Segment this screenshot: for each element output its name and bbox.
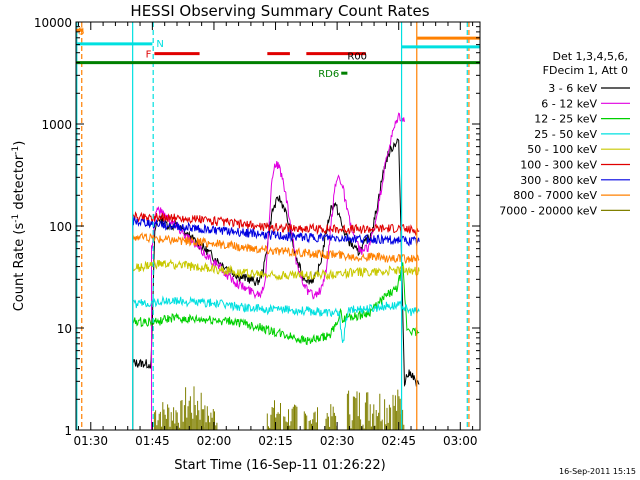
y-tick-label: 1000 [41, 118, 72, 132]
y-tick-label: 10 [57, 322, 72, 336]
flag-label-rd6: RD6 [318, 69, 339, 80]
legend-header: Det 1,3,4,5,6, [552, 50, 628, 63]
legend-label: 50 - 100 keV [527, 143, 597, 156]
plot-flags: S NF RD6 R00 [76, 26, 480, 80]
flag-label-s: S [78, 26, 84, 37]
plot-frame [75, 21, 481, 431]
x-tick-label: 02:00 [197, 434, 232, 448]
y-axis-label: Count Rate (s-1 detector-1) [11, 141, 27, 312]
legend-label: 7000 - 20000 keV [499, 204, 597, 217]
x-tick-label: 02:30 [320, 434, 355, 448]
x-tick-label: 02:15 [258, 434, 293, 448]
legend-label: 25 - 50 keV [534, 128, 597, 141]
series-800-7000-kev [132, 231, 420, 431]
y-axis: 1 10 100 1000 10000 [34, 16, 480, 438]
x-tick-label: 01:45 [135, 434, 170, 448]
flag-label-r00: R00 [347, 51, 367, 62]
series-7000-20000-kev [153, 386, 405, 430]
plot-markers [76, 22, 470, 430]
legend-label: 3 - 6 keV [548, 82, 597, 95]
timestamp: 16-Sep-2011 15:15 [559, 467, 636, 476]
x-tick-label: 01:30 [73, 434, 108, 448]
plot-series [132, 112, 420, 431]
legend-label: 800 - 7000 keV [513, 189, 597, 202]
legend: Det 1,3,4,5,6,FDecim 1, Att 0 3 - 6 keV 6 … [499, 50, 630, 217]
series-25-50-kev [132, 295, 420, 431]
x-axis: 01:30 01:45 02:00 02:15 02:30 02:45 03:00 [73, 22, 478, 448]
series-6-12-kev [150, 112, 405, 431]
legend-header: FDecim 1, Att 0 [543, 64, 628, 77]
series-12-25-kev [132, 262, 420, 431]
legend-label: 300 - 800 keV [520, 174, 597, 187]
legend-label: 12 - 25 keV [534, 113, 597, 126]
x-tick-label: 03:00 [443, 434, 478, 448]
chart-title: HESSI Observing Summary Count Rates [130, 2, 429, 20]
x-tick-label: 02:45 [381, 434, 416, 448]
y-tick-label: 1 [64, 424, 72, 438]
x-axis-label: Start Time (16-Sep-11 01:26:22) [174, 458, 385, 473]
y-tick-label: 10000 [34, 16, 72, 30]
flag-label-f: F [146, 50, 152, 61]
series-300-800-kev [132, 215, 420, 431]
flag-label-n: N [156, 39, 163, 50]
legend-label: 100 - 300 keV [520, 159, 597, 172]
legend-label: 6 - 12 keV [541, 97, 597, 110]
series-3-6-kev [132, 138, 420, 431]
series-100-300-kev [132, 211, 420, 431]
series-50-100-kev [132, 258, 420, 431]
y-tick-label: 100 [49, 220, 72, 234]
